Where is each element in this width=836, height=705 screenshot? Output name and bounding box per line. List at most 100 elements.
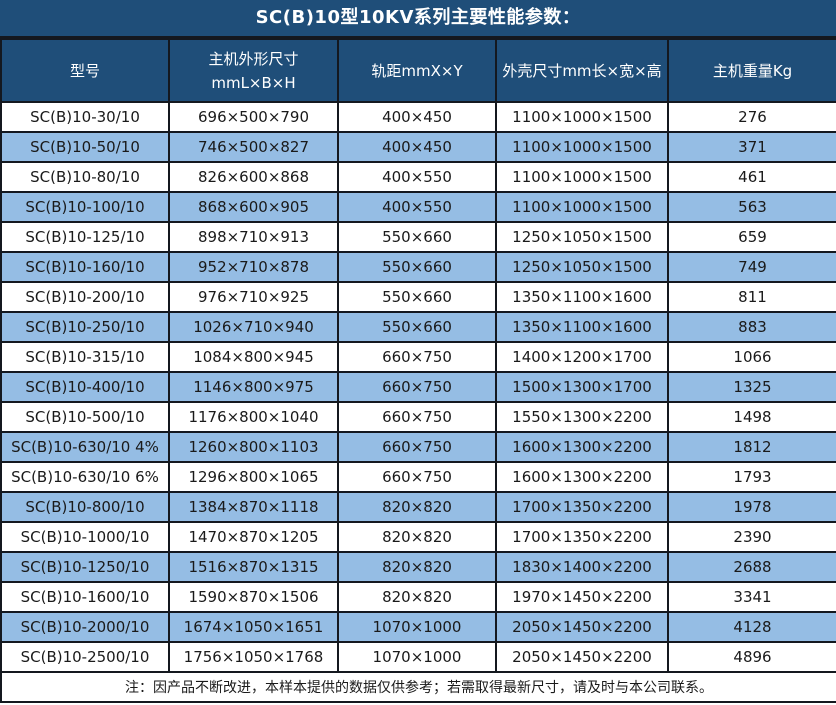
table-cell: 976×710×925 <box>168 281 339 313</box>
table-cell: 1176×800×1040 <box>168 401 339 433</box>
table-cell: 749 <box>667 251 836 283</box>
table-row: SC(B)10-400/10 1146×800×975 660×750 1500×13… <box>0 371 836 403</box>
table-row: SC(B)10-100/10 868×600×905 400×550 1100×100… <box>0 191 836 223</box>
table-cell: SC(B)10-160/10 <box>0 251 170 283</box>
table-cell: 1146×800×975 <box>168 371 339 403</box>
table-row: SC(B)10-315/10 1084×800×945 660×750 1400×12… <box>0 341 836 373</box>
table-cell: 550×660 <box>337 251 497 283</box>
table-cell: SC(B)10-100/10 <box>0 191 170 223</box>
page-title: SC(B)10型10KV系列主要性能参数： <box>0 0 836 38</box>
table-cell: SC(B)10-2500/10 <box>0 641 170 673</box>
table-cell: SC(B)10-315/10 <box>0 341 170 373</box>
table-cell: 400×450 <box>337 131 497 163</box>
table-cell: SC(B)10-630/10 6% <box>0 461 170 493</box>
table-row: SC(B)10-630/10 6% 1296×800×1065 660×750 160… <box>0 461 836 493</box>
table-cell: 811 <box>667 281 836 313</box>
table-row: SC(B)10-800/10 1384×870×1118 820×820 1700×1… <box>0 491 836 523</box>
table-cell: SC(B)10-400/10 <box>0 371 170 403</box>
table-row: SC(B)10-80/10 826×600×868 400×550 1100×1000… <box>0 161 836 193</box>
table-cell: 1600×1300×2200 <box>495 431 669 463</box>
table-cell: 1674×1050×1651 <box>168 611 339 643</box>
table-cell: SC(B)10-630/10 4% <box>0 431 170 463</box>
table-cell: SC(B)10-1000/10 <box>0 521 170 553</box>
table-footer: 注：因产品不断改进，本样本提供的数据仅供参考；若需取得最新尺寸，请及时与本公司联… <box>0 671 836 703</box>
table-cell: 1250×1050×1500 <box>495 251 669 283</box>
table-cell: 1100×1000×1500 <box>495 161 669 193</box>
table-row: SC(B)10-2500/10 1756×1050×1768 1070×1000 20… <box>0 641 836 673</box>
table-cell: 820×820 <box>337 581 497 613</box>
table-cell: 1812 <box>667 431 836 463</box>
table-cell: 1500×1300×1700 <box>495 371 669 403</box>
table-cell: 1400×1200×1700 <box>495 341 669 373</box>
table-cell: 1516×870×1315 <box>168 551 339 583</box>
table-cell: 550×660 <box>337 281 497 313</box>
column-header-host-weight: 主机重量Kg <box>667 38 836 103</box>
table-cell: 550×660 <box>337 311 497 343</box>
table-cell: 1700×1350×2200 <box>495 521 669 553</box>
table-cell: 400×550 <box>337 191 497 223</box>
table-cell: 2050×1450×2200 <box>495 641 669 673</box>
table-cell: 1070×1000 <box>337 611 497 643</box>
table-row: SC(B)10-500/10 1176×800×1040 660×750 1550×1… <box>0 401 836 433</box>
table-cell: 1026×710×940 <box>168 311 339 343</box>
spec-table: 型号 主机外形尺寸 mmL×B×H 轨距mmX×Y 外壳尺寸mm长×宽×高 主机… <box>0 38 836 703</box>
table-cell: 1084×800×945 <box>168 341 339 373</box>
table-cell: 1070×1000 <box>337 641 497 673</box>
table-cell: 371 <box>667 131 836 163</box>
table-row: SC(B)10-2000/10 1674×1050×1651 1070×1000 20… <box>0 611 836 643</box>
table-cell: 952×710×878 <box>168 251 339 283</box>
table-cell: SC(B)10-250/10 <box>0 311 170 343</box>
table-cell: 1100×1000×1500 <box>495 101 669 133</box>
column-header-label: 主机外形尺寸 <box>208 49 299 68</box>
table-cell: 1550×1300×2200 <box>495 401 669 433</box>
table-cell: 563 <box>667 191 836 223</box>
table-cell: 1590×870×1506 <box>168 581 339 613</box>
table-row: SC(B)10-1000/10 1470×870×1205 820×820 1700×… <box>0 521 836 553</box>
table-cell: 461 <box>667 161 836 193</box>
table-row: SC(B)10-1250/10 1516×870×1315 820×820 1830×… <box>0 551 836 583</box>
table-cell: 1350×1100×1600 <box>495 311 669 343</box>
table-cell: 1325 <box>667 371 836 403</box>
column-header-label: 轨距mmX×Y <box>371 61 463 80</box>
table-cell: 2050×1450×2200 <box>495 611 669 643</box>
column-header-label: 主机重量Kg <box>712 61 793 80</box>
table-cell: SC(B)10-125/10 <box>0 221 170 253</box>
table-cell: 1830×1400×2200 <box>495 551 669 583</box>
table-cell: 660×750 <box>337 461 497 493</box>
table-cell: 660×750 <box>337 431 497 463</box>
table-cell: 2390 <box>667 521 836 553</box>
table-row: SC(B)10-250/10 1026×710×940 550×660 1350×11… <box>0 311 836 343</box>
column-header-label: 型号 <box>69 61 100 80</box>
table-cell: 2688 <box>667 551 836 583</box>
table-cell: 1498 <box>667 401 836 433</box>
table-row: SC(B)10-30/10 696×500×790 400×450 1100×1000… <box>0 101 836 133</box>
table-cell: 820×820 <box>337 551 497 583</box>
column-header-model: 型号 <box>0 38 170 103</box>
table-cell: 1350×1100×1600 <box>495 281 669 313</box>
table-cell: 1066 <box>667 341 836 373</box>
table-cell: 659 <box>667 221 836 253</box>
table-cell: 826×600×868 <box>168 161 339 193</box>
column-header-enclosure-dimensions: 外壳尺寸mm长×宽×高 <box>495 38 669 103</box>
table-cell: 1260×800×1103 <box>168 431 339 463</box>
table-cell: 400×450 <box>337 101 497 133</box>
table-cell: 1978 <box>667 491 836 523</box>
table-cell: 1600×1300×2200 <box>495 461 669 493</box>
column-header-label: 外壳尺寸mm长×宽×高 <box>502 61 662 80</box>
table-cell: SC(B)10-80/10 <box>0 161 170 193</box>
footer-note: 注：因产品不断改进，本样本提供的数据仅供参考；若需取得最新尺寸，请及时与本公司联… <box>0 671 836 703</box>
table-cell: 1970×1450×2200 <box>495 581 669 613</box>
table-row: SC(B)10-160/10 952×710×878 550×660 1250×105… <box>0 251 836 283</box>
table-cell: 660×750 <box>337 341 497 373</box>
table-row: SC(B)10-630/10 4% 1260×800×1103 660×750 160… <box>0 431 836 463</box>
table-cell: 1756×1050×1768 <box>168 641 339 673</box>
table-cell: 400×550 <box>337 161 497 193</box>
column-header-sublabel: mmL×B×H <box>211 73 296 92</box>
table-cell: 4896 <box>667 641 836 673</box>
table-body: SC(B)10-30/10 696×500×790 400×450 1100×1000… <box>0 101 836 673</box>
column-header-host-dimensions: 主机外形尺寸 mmL×B×H <box>168 38 339 103</box>
table-cell: 746×500×827 <box>168 131 339 163</box>
table-cell: 4128 <box>667 611 836 643</box>
table-cell: 696×500×790 <box>168 101 339 133</box>
